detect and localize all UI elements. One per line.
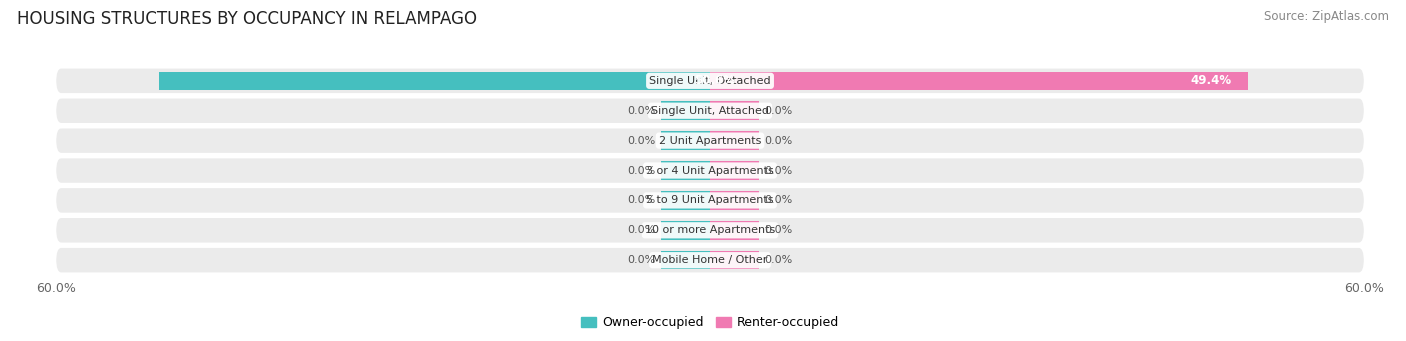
FancyBboxPatch shape: [56, 69, 1364, 93]
Bar: [710, 221, 759, 240]
Legend: Owner-occupied, Renter-occupied: Owner-occupied, Renter-occupied: [575, 311, 845, 335]
Text: 0.0%: 0.0%: [627, 255, 655, 265]
Text: HOUSING STRUCTURES BY OCCUPANCY IN RELAMPAGO: HOUSING STRUCTURES BY OCCUPANCY IN RELAM…: [17, 10, 477, 28]
Text: 0.0%: 0.0%: [765, 225, 793, 235]
Text: 49.4%: 49.4%: [1191, 74, 1232, 87]
Text: Single Unit, Detached: Single Unit, Detached: [650, 76, 770, 86]
Bar: [661, 161, 710, 180]
Bar: [710, 131, 759, 150]
FancyBboxPatch shape: [56, 99, 1364, 123]
Text: Source: ZipAtlas.com: Source: ZipAtlas.com: [1264, 10, 1389, 23]
Bar: [661, 131, 710, 150]
Bar: [661, 251, 710, 269]
Text: 0.0%: 0.0%: [765, 106, 793, 116]
Text: 0.0%: 0.0%: [627, 106, 655, 116]
Bar: [710, 101, 759, 120]
Text: Single Unit, Attached: Single Unit, Attached: [651, 106, 769, 116]
FancyBboxPatch shape: [56, 248, 1364, 272]
Text: 0.0%: 0.0%: [627, 225, 655, 235]
Bar: [710, 72, 1249, 90]
Bar: [661, 191, 710, 210]
Bar: [710, 251, 759, 269]
Text: 50.6%: 50.6%: [693, 74, 735, 87]
Text: 0.0%: 0.0%: [765, 136, 793, 146]
Bar: [661, 101, 710, 120]
Text: 10 or more Apartments: 10 or more Apartments: [645, 225, 775, 235]
Bar: [710, 161, 759, 180]
Text: 0.0%: 0.0%: [765, 195, 793, 205]
Text: 2 Unit Apartments: 2 Unit Apartments: [659, 136, 761, 146]
Bar: [661, 221, 710, 240]
Text: Mobile Home / Other: Mobile Home / Other: [652, 255, 768, 265]
Text: 0.0%: 0.0%: [765, 165, 793, 176]
FancyBboxPatch shape: [56, 218, 1364, 242]
Bar: [159, 72, 710, 90]
Bar: [710, 191, 759, 210]
FancyBboxPatch shape: [56, 188, 1364, 213]
Text: 0.0%: 0.0%: [627, 195, 655, 205]
Text: 3 or 4 Unit Apartments: 3 or 4 Unit Apartments: [647, 165, 773, 176]
Text: 0.0%: 0.0%: [765, 255, 793, 265]
FancyBboxPatch shape: [56, 128, 1364, 153]
Text: 5 to 9 Unit Apartments: 5 to 9 Unit Apartments: [647, 195, 773, 205]
Text: 0.0%: 0.0%: [627, 136, 655, 146]
Text: 0.0%: 0.0%: [627, 165, 655, 176]
FancyBboxPatch shape: [56, 158, 1364, 183]
